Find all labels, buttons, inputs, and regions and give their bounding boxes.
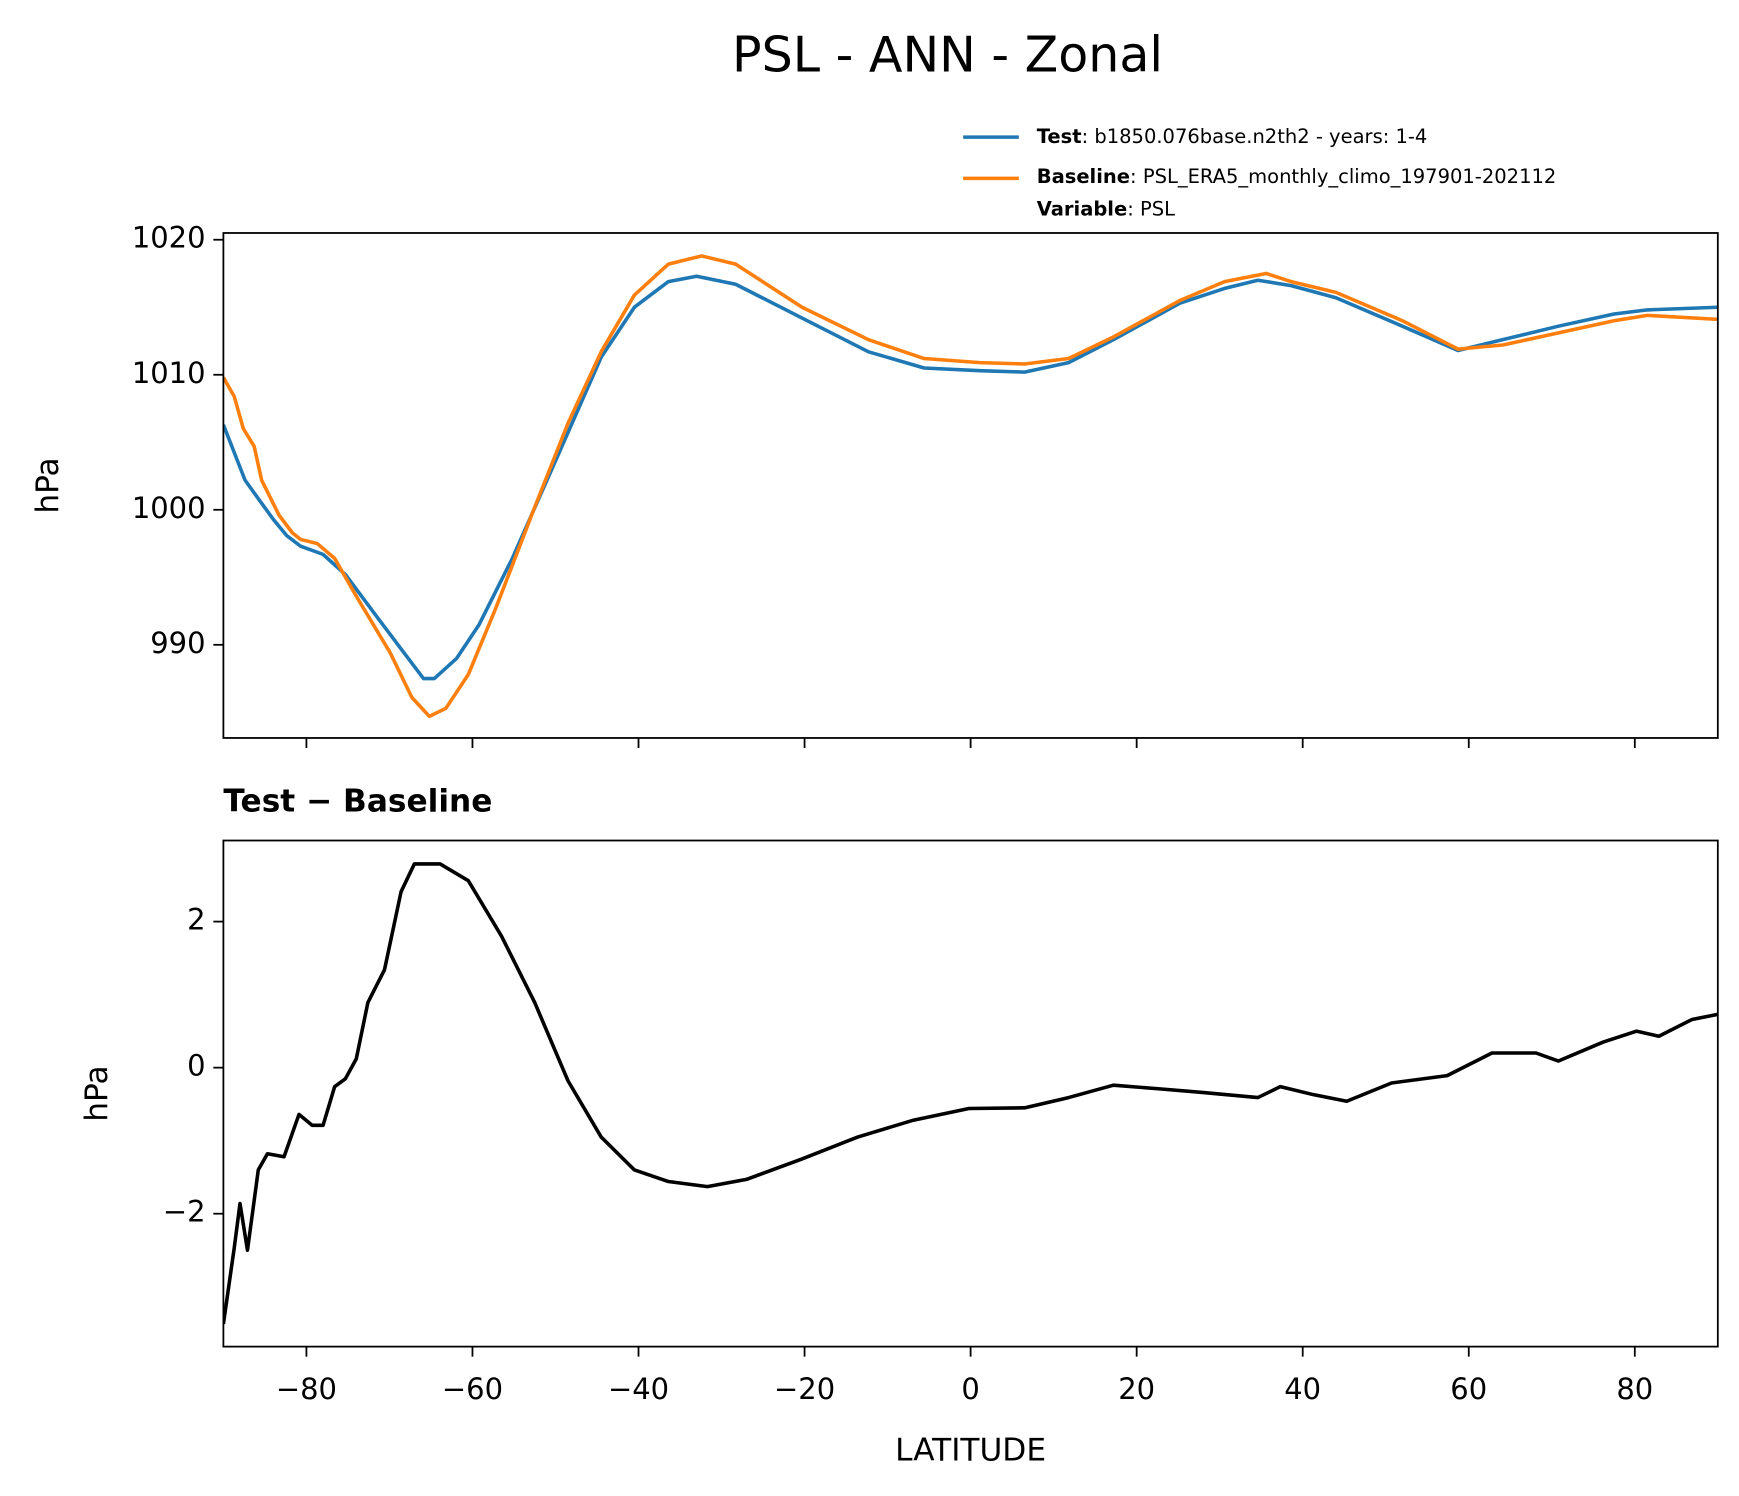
legend-entry: Test: b1850.076base.n2th2 - years: 1-4	[1037, 125, 1428, 148]
y-tick-label: 0	[187, 1049, 205, 1083]
line-series	[223, 254, 1718, 719]
x-tick-label: −40	[608, 1372, 669, 1406]
axes-frame	[222, 232, 1719, 739]
x-tick-label: 40	[1284, 1372, 1321, 1406]
legend-detail: : PSL_ERA5_monthly_climo_197901-202112	[1130, 165, 1556, 188]
y-tick-label: 990	[150, 626, 205, 660]
legend-name: Variable	[1037, 197, 1128, 220]
x-tick-label: −80	[276, 1372, 337, 1406]
legend-entry: Variable: PSL	[1037, 197, 1175, 220]
y-axis-label: hPa	[30, 457, 66, 513]
plot-area	[223, 862, 1718, 1325]
x-tick-label: −20	[774, 1372, 835, 1406]
y-tick-label: 1000	[132, 491, 206, 525]
line-series	[223, 274, 1718, 681]
legend-name: Test	[1037, 125, 1082, 148]
y-tick-label: −2	[163, 1195, 206, 1229]
plot-area	[223, 254, 1718, 719]
y-tick-label: 1010	[132, 356, 206, 390]
legend-name: Baseline	[1037, 165, 1130, 188]
line-series	[223, 862, 1718, 1325]
x-tick-label: 0	[961, 1372, 979, 1406]
axes-frame	[222, 839, 1719, 1348]
figure-title: PSL - ANN - Zonal	[732, 25, 1163, 83]
y-tick-label: 1020	[132, 221, 206, 255]
legend-entry: Baseline: PSL_ERA5_monthly_climo_197901-…	[1037, 165, 1557, 188]
x-tick-label: 60	[1450, 1372, 1487, 1406]
subplot-title: Test − Baseline	[223, 784, 492, 820]
legend-detail: : b1850.076base.n2th2 - years: 1-4	[1082, 125, 1428, 148]
y-tick-label: 2	[187, 903, 205, 937]
y-axis-label: hPa	[79, 1065, 115, 1121]
legend-detail: : PSL	[1127, 197, 1175, 220]
x-axis-label: LATITUDE	[895, 1432, 1046, 1468]
x-tick-label: −60	[442, 1372, 503, 1406]
x-tick-label: 20	[1118, 1372, 1155, 1406]
x-tick-label: 80	[1616, 1372, 1653, 1406]
